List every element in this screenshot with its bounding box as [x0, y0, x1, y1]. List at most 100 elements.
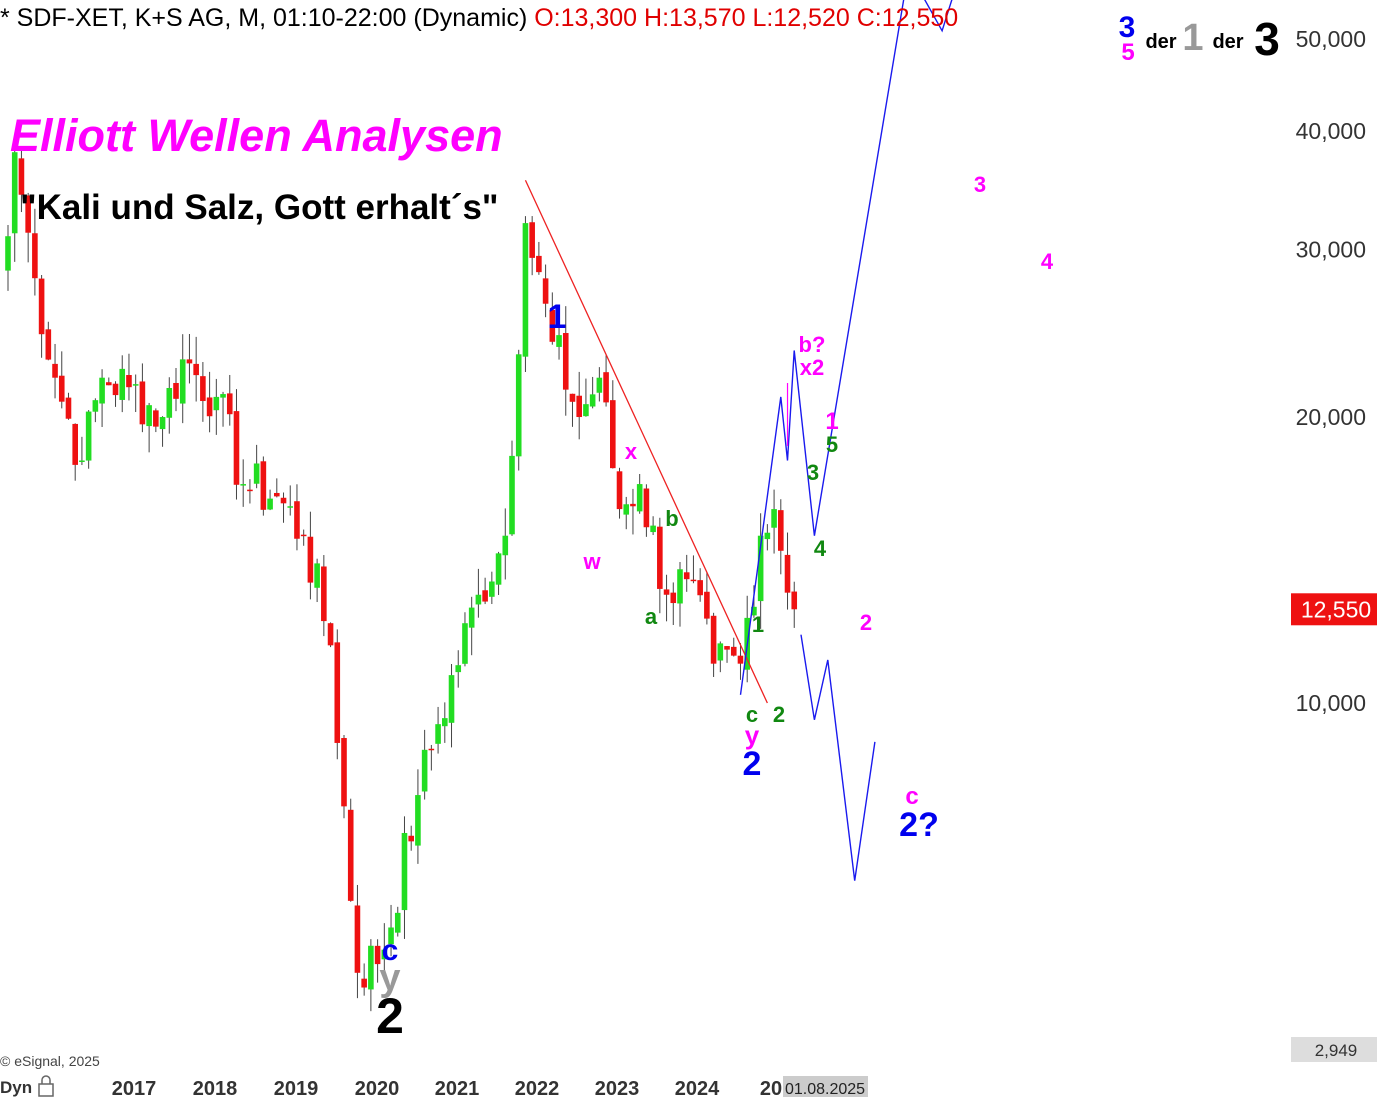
candle — [146, 402, 152, 453]
candle — [643, 484, 650, 537]
wave-label: 4 — [814, 536, 827, 561]
candle — [562, 306, 569, 416]
candle — [576, 371, 582, 440]
wave-label: c — [382, 934, 399, 967]
time-axis-label: 2022 — [515, 1078, 560, 1097]
candle — [85, 410, 92, 469]
candle — [52, 343, 58, 399]
candle — [569, 393, 576, 427]
candle — [737, 643, 744, 680]
page-title: Elliott Wellen Analysen — [10, 110, 503, 161]
candle — [58, 351, 65, 409]
candle — [314, 558, 320, 603]
candle — [267, 489, 273, 511]
candle — [744, 595, 750, 683]
dyn-label[interactable]: Dyn — [0, 1078, 32, 1097]
price-axis-label: 40,000 — [1296, 118, 1366, 144]
wave-label: 4 — [1041, 249, 1054, 274]
wave-label: der — [1145, 31, 1176, 53]
page-subtitle: "Kali und Salz, Gott erhalt´s" — [20, 188, 499, 227]
candle — [179, 334, 186, 424]
candle — [495, 551, 502, 595]
candle — [220, 391, 226, 427]
candle — [166, 377, 173, 434]
candle — [610, 380, 616, 469]
wave-label: b — [665, 506, 678, 531]
last-price-tag — [1291, 593, 1377, 626]
wave-label: c — [905, 783, 918, 810]
wave-label: 2? — [899, 806, 939, 844]
candle — [636, 474, 643, 514]
last-price-label: 12,550 — [1301, 596, 1371, 622]
symbol-info: * SDF-XET, K+S AG, M, 01:10-22:00 (Dynam… — [0, 4, 528, 32]
candle — [529, 216, 535, 276]
price-axis[interactable]: 120,000110,000100,00090,00080,00070,0006… — [1283, 0, 1377, 1062]
candle — [522, 216, 529, 373]
candle — [448, 664, 455, 748]
time-axis-label: 2020 — [355, 1078, 400, 1097]
candle — [294, 484, 300, 551]
bottom-value-box — [1291, 1037, 1377, 1062]
bottom-value-label: 2,949 — [1315, 1041, 1358, 1060]
candle — [724, 646, 730, 663]
price-axis-label: 10,000 — [1296, 690, 1366, 716]
crosshair-date-box — [783, 1076, 868, 1097]
lock-icon[interactable] — [38, 1075, 54, 1097]
candle — [603, 355, 609, 407]
wave-label: y — [379, 957, 400, 999]
chart-header: * SDF-XET, K+S AG, M, 01:10-22:00 (Dynam… — [0, 4, 958, 33]
wave-label: 2 — [773, 702, 785, 727]
wave-label: 2 — [743, 745, 762, 783]
candle — [536, 241, 542, 275]
candle — [193, 336, 199, 402]
wave-label: 1 — [548, 298, 567, 336]
candle — [778, 499, 784, 575]
candle — [321, 555, 327, 637]
candle — [287, 485, 294, 516]
projection-layer — [739, 0, 953, 881]
candle — [119, 355, 126, 413]
candle — [132, 374, 139, 413]
wave-label: x2 — [800, 355, 824, 380]
price-axis-label: 50,000 — [1296, 26, 1366, 52]
candle — [186, 333, 193, 384]
candle — [226, 374, 233, 426]
candle — [408, 825, 414, 851]
candle — [153, 408, 159, 433]
candle — [690, 555, 697, 584]
time-axis[interactable]: © eSignal, 2025 Dyn 2017 2018 2019 2020 2021 20… — [0, 1053, 868, 1097]
candle — [704, 572, 710, 625]
wave-label: 5 — [826, 432, 838, 457]
candle — [435, 706, 441, 754]
candle — [388, 904, 394, 957]
candle — [542, 264, 549, 318]
candle — [442, 702, 448, 743]
candle — [583, 378, 589, 417]
candle — [556, 326, 562, 360]
trendline-layer — [524, 180, 768, 704]
candle — [468, 596, 475, 656]
time-axis-label: 2017 — [112, 1078, 157, 1097]
trendline — [524, 180, 768, 704]
wave-label: 2 — [376, 988, 404, 1044]
candle — [415, 769, 421, 864]
wave-label: y — [745, 720, 760, 750]
wave-label: der — [1212, 31, 1243, 53]
candle — [300, 529, 307, 546]
candle — [791, 581, 798, 628]
candle — [112, 381, 119, 407]
candle — [32, 208, 38, 296]
candle — [159, 416, 166, 447]
projection-up-path — [739, 0, 953, 695]
wave-label: 2 — [860, 610, 872, 635]
candle — [663, 574, 670, 622]
candle — [475, 568, 482, 618]
candle — [213, 378, 220, 435]
candle — [240, 459, 246, 507]
candle — [616, 467, 623, 519]
candle — [683, 554, 690, 592]
candle — [502, 508, 509, 580]
candle — [247, 479, 253, 504]
